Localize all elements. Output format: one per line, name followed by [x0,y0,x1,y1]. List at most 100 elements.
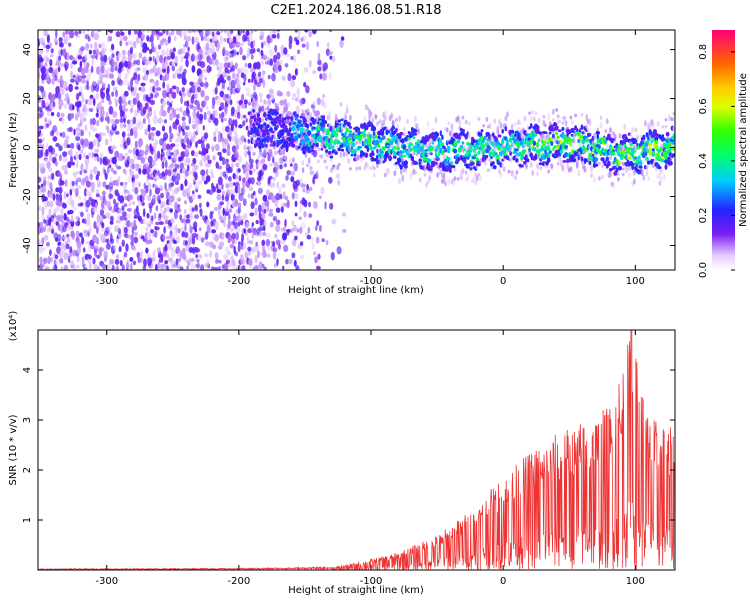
heatmap-cell-noise-1562 [213,266,219,270]
heatmap-cell-noise-916 [143,258,147,267]
heatmap-cell-noise-1549 [213,136,217,142]
heatmap-cell-noise-981 [149,188,152,197]
heatmap-cell-noise-2160 [283,47,288,55]
heatmap-cell-signal-2760 [333,140,336,146]
heatmap-cell-signal-3632 [505,139,509,143]
heatmap-cell-noise-1770 [234,118,238,128]
heatmap-cell-noise-1931 [251,71,257,80]
heatmap-cell-noise-1108 [164,182,167,191]
heatmap-cell-signal-3301 [441,134,444,140]
heatmap-cell-noise-1345 [187,46,190,52]
heatmap-cell-noise-211 [59,249,65,258]
heatmap-cell-noise-68 [43,176,47,182]
heatmap-cell-noise-1171 [167,155,172,160]
heatmap-cell-noise-1313 [181,87,185,93]
heatmap-cell-noise-203 [57,66,61,73]
heatmap-cell-noise-967 [146,47,150,51]
heatmap-cell-halo-3209 [423,164,427,172]
heatmap-cell-noise-1528 [210,169,214,176]
heatmap-cell-noise-742 [121,239,125,247]
heatmap-cell-noise-958 [145,144,150,153]
heatmap-cell-noise-683 [112,111,118,118]
heatmap-cell-noise-1019 [150,93,154,99]
heatmap-cell-signal-2996 [380,150,384,154]
heatmap-cell-noise-1685 [227,86,230,91]
heatmap-cell-noise-497 [91,127,97,132]
heatmap-cell-halo-4338 [647,176,650,181]
heatmap-cell-noise-362 [79,170,83,175]
heatmap-cell-noise-489 [93,221,97,230]
heatmap-cell-noise-630 [108,99,112,106]
heatmap-cell-noise-1281 [180,95,183,105]
heatmap-cell-noise-44 [38,125,44,130]
heatmap-cell-signal-2376 [256,133,261,137]
heatmap-cell-noise-1230 [174,163,178,171]
heatmap-cell-noise-637 [107,35,111,43]
heatmap-cell-noise-860 [132,147,137,156]
heatmap-cell-noise-2027 [262,54,268,61]
heatmap-cell-signal-3055 [391,125,396,131]
heatmap-cell-noise-2114 [278,243,281,250]
heatmap-cell-noise-249 [64,103,68,110]
heatmap-cell-signal-2936 [367,140,372,146]
heatmap-cell-noise-77 [44,61,48,68]
heatmap-cell-noise-2298 [318,224,322,232]
heatmap-cell-signal-3416 [462,158,467,164]
heatmap-cell-noise-407 [83,229,88,234]
heatmap-cell-noise-1575 [213,109,218,117]
heatmap-cell-noise-1183 [166,55,172,60]
heatmap-cell-noise-2080 [272,182,276,188]
heatmap-cell-noise-1550 [213,131,217,138]
heatmap-cell-signal-4413 [661,159,665,163]
heatmap-cell-halo-3978 [575,162,579,169]
heatmap-cell-noise-748 [122,185,127,190]
heatmap-cell-halo-3362 [453,176,457,181]
heatmap-cell-noise-1593 [216,194,222,201]
heatmap-cell-noise-2217 [299,226,303,234]
heatmap-cell-halo-2602 [303,127,306,134]
heatmap-cell-halo-2523 [287,101,290,108]
heatmap-cell-halo-3171 [415,123,419,129]
heatmap-cell-halo-4322 [644,120,647,127]
heatmap-cell-halo-3593 [499,122,503,129]
heatmap-cell-noise-2056 [269,182,274,188]
heatmap-cell-noise-21 [38,71,41,80]
heatmap-cell-noise-257 [62,48,67,57]
heatmap-cell-signal-4045 [588,160,592,165]
heatmap-cell-noise-959 [144,128,149,136]
heatmap-cell-signal-4005 [580,135,584,139]
heatmap-cell-noise-1411 [192,171,198,178]
heatmap-cell-noise-1581 [214,58,219,66]
heatmap-cell-noise-1043 [152,115,158,124]
heatmap-cell-noise-388 [82,177,86,184]
heatmap-cell-noise-1601 [217,131,221,140]
heatmap-cell-noise-394 [79,112,84,122]
heatmap-cell-halo-4202 [620,145,623,149]
heatmap-cell-noise-2134 [280,202,285,207]
heatmap-cell-signal-3144 [408,143,413,147]
heatmap-cell-noise-1029 [153,249,156,256]
heatmap-cell-noise-1578 [214,87,218,95]
heatmap-cell-noise-925 [143,182,146,190]
heatmap-cell-halo-3442 [469,169,473,173]
heatmap-cell-noise-2004 [261,105,265,112]
snr-y-axis-label: SNR (10 * v/v) [8,414,19,485]
heatmap-cell-signal-3398 [459,144,464,149]
heatmap-cell-noise-1245 [175,236,181,244]
heatmap-cell-noise-1746 [231,64,236,72]
heatmap-cell-signal-4397 [657,166,662,170]
heatmap-cell-noise-714 [115,31,121,38]
heatmap-cell-noise-397 [80,92,84,100]
heatmap-cell-noise-240 [62,202,67,209]
heatmap-cell-noise-1473 [201,36,204,41]
heatmap-cell-noise-1361 [187,131,193,138]
heatmap-cell-noise-1416 [195,123,199,132]
heatmap-cell-noise-1501 [205,219,210,226]
heatmap-cell-signal-2856 [351,138,356,142]
heatmap-cell-noise-1794 [237,155,242,164]
heatmap-cell-noise-528 [95,93,99,100]
heatmap-cell-noise-1205 [172,121,176,130]
heatmap-cell-halo-3641 [509,146,512,152]
heatmap-cell-noise-427 [83,61,87,69]
heatmap-cell-noise-2007 [261,70,266,75]
